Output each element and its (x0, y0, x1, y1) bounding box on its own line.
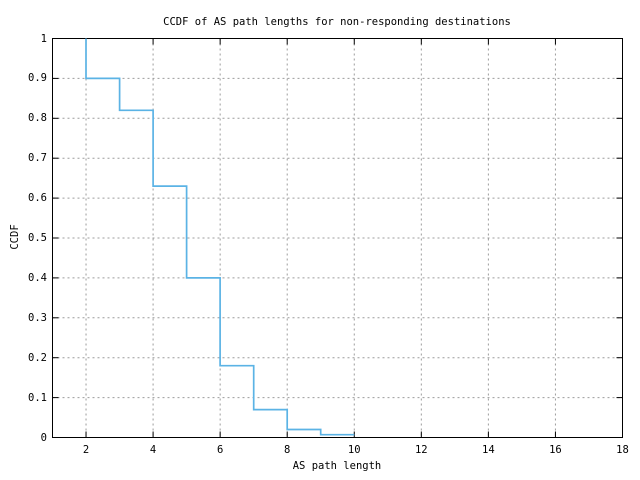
x-tick-label: 6 (216, 444, 224, 456)
y-tick-label: 0.2 (28, 351, 47, 364)
x-tick-label: 10 (347, 444, 361, 456)
plot-border (52, 38, 623, 438)
y-tick-label: 0.8 (28, 112, 47, 125)
y-tick-label: 0.1 (28, 391, 47, 404)
y-tick-label: 0.5 (28, 232, 47, 244)
chart-title: CCDF of AS path lengths for non-respondi… (163, 16, 511, 28)
x-tick-label: 4 (149, 444, 157, 456)
x-tick-label: 2 (82, 444, 90, 456)
x-tick-label: 14 (482, 444, 495, 456)
y-tick-label: 0.6 (28, 192, 47, 205)
y-tick-label: 0.9 (28, 72, 47, 85)
y-tick-label: 0.4 (28, 271, 47, 284)
x-tick-label: 8 (284, 444, 291, 456)
y-tick-label: 0 (40, 431, 47, 444)
y-tick-label: 0.3 (28, 311, 47, 324)
y-tick-label: 1 (40, 32, 47, 45)
ccdf-curve (85, 38, 355, 436)
x-tick-label: 12 (414, 444, 428, 456)
x-tick-label: 18 (616, 444, 629, 456)
y-tick-label: 0.7 (28, 152, 47, 165)
x-tick-label: 16 (549, 444, 562, 456)
x-axis-label: AS path length (292, 460, 382, 472)
